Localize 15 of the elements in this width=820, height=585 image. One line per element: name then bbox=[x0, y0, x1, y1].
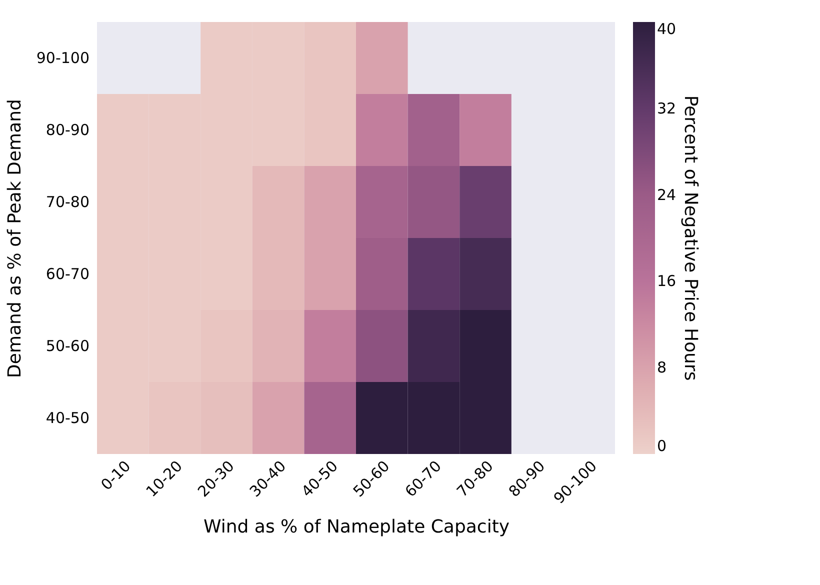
color-bar-label: 16 bbox=[657, 272, 676, 290]
y-axis-title: Demand as % of Peak Demand bbox=[4, 99, 26, 378]
y-tick-label: 80-90 bbox=[46, 121, 90, 139]
y-tick-label: 40-50 bbox=[46, 409, 90, 427]
color-bar-label: 0 bbox=[657, 437, 667, 455]
color-bar-label: 40 bbox=[657, 20, 676, 38]
color-bar-label: 8 bbox=[657, 358, 667, 377]
y-tick-label: 90-100 bbox=[36, 49, 90, 67]
x-axis-title: Wind as % of Nameplate Capacity bbox=[203, 516, 510, 538]
color-bar-label: 32 bbox=[657, 99, 676, 118]
y-tick-label: 50-60 bbox=[46, 337, 90, 355]
y-tick-label: 70-80 bbox=[46, 193, 90, 211]
color-bar-title: Percent of Negative Price Hours bbox=[680, 95, 701, 381]
color-bar-label: 24 bbox=[657, 186, 676, 204]
y-tick-label: 60-70 bbox=[46, 265, 90, 283]
